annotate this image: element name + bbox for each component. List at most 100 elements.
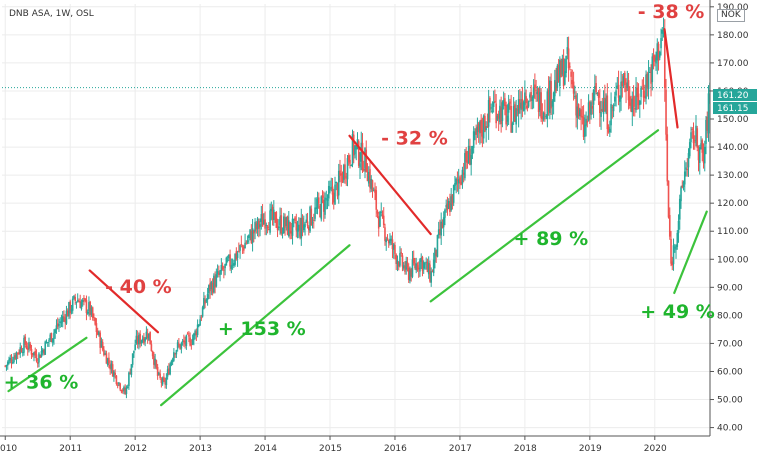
candle-body	[672, 245, 675, 265]
candle-body	[454, 183, 456, 186]
uptrend-line	[429, 129, 660, 303]
candle-body	[480, 119, 482, 134]
candle-body	[66, 310, 69, 317]
candle-body	[83, 297, 85, 299]
candle-body	[455, 178, 457, 185]
candle-body	[686, 168, 689, 170]
candle-body	[696, 128, 699, 148]
candle-body	[490, 107, 492, 109]
candle-body	[637, 93, 640, 106]
candle-body	[274, 212, 276, 214]
candle-body	[53, 332, 55, 339]
candle-body	[505, 104, 507, 125]
candle-body	[680, 187, 682, 202]
candle-body	[234, 253, 236, 265]
candle-body	[336, 183, 339, 197]
candle-body	[186, 333, 189, 335]
candle-body	[615, 90, 617, 96]
symbol-title: DNB ASA, 1W, OSL	[9, 9, 94, 19]
candle-body	[627, 80, 630, 101]
candle-body	[307, 226, 310, 231]
prev-price-tag	[713, 102, 757, 114]
candle-body	[99, 332, 101, 348]
candle-body	[701, 140, 704, 153]
candle-body	[599, 101, 601, 114]
candle-body	[29, 343, 32, 349]
candle-body	[426, 261, 429, 273]
candle-body	[430, 271, 432, 283]
candle-body	[334, 184, 336, 205]
candle-body	[310, 208, 313, 226]
y-tick-label: 130.00	[717, 171, 749, 181]
candle-body	[539, 92, 541, 111]
candle-body	[263, 219, 265, 225]
candle-body	[199, 319, 201, 326]
candle-body	[643, 95, 646, 99]
candle-body	[482, 115, 485, 139]
last-price-value: 161.20	[717, 91, 749, 101]
candle-body	[9, 357, 12, 361]
y-tick-label: 110.00	[717, 227, 749, 237]
drop-label: - 38 %	[638, 1, 705, 23]
candle-body	[506, 115, 509, 122]
candle-body	[324, 197, 326, 215]
candle-body	[317, 197, 320, 204]
candle-body	[419, 259, 421, 272]
candle-body	[244, 242, 246, 249]
candle-body	[51, 338, 54, 343]
candle-body	[705, 119, 707, 144]
gain-label: + 49 %	[640, 301, 715, 323]
candle-body	[8, 359, 10, 364]
candle-body	[236, 253, 239, 258]
candle-body	[619, 95, 621, 102]
candle-body	[161, 378, 164, 385]
candle-body	[431, 271, 434, 273]
candle-body	[140, 340, 143, 344]
candle-body	[357, 141, 360, 166]
x-tick-label: 2017	[449, 444, 472, 454]
candle-body	[355, 144, 358, 150]
candle-body	[436, 235, 439, 257]
candle-body	[173, 352, 175, 361]
candle-body	[194, 330, 196, 336]
uptrend-line	[673, 210, 708, 295]
candle-body	[61, 316, 64, 322]
gain-label: + 36 %	[4, 371, 79, 393]
candle-body	[402, 265, 405, 269]
candle-body	[331, 186, 334, 195]
candle-body	[21, 352, 24, 354]
candle-body	[340, 173, 343, 176]
candle-body	[614, 96, 616, 102]
candle-body	[452, 185, 455, 203]
candle-body	[88, 302, 90, 312]
candle-body	[36, 362, 39, 364]
candle-body	[629, 96, 631, 106]
candle-body	[148, 333, 150, 340]
candle-body	[354, 146, 356, 155]
candle-body	[20, 348, 23, 353]
candle-body	[38, 353, 40, 363]
candle-body	[144, 338, 146, 342]
candle-body	[238, 250, 240, 252]
candle-body	[287, 220, 290, 237]
candle-body	[501, 102, 504, 122]
candle-body	[49, 334, 52, 340]
candle-body	[95, 323, 98, 333]
candle-body	[394, 245, 396, 254]
candle-body	[547, 89, 550, 112]
candle-body	[13, 356, 15, 363]
candle-body	[497, 113, 500, 119]
currency-badge[interactable]: NOK	[717, 9, 745, 22]
candle-body	[559, 60, 561, 86]
candle-body	[135, 335, 138, 344]
candle-body	[663, 32, 666, 88]
candle-body	[446, 203, 449, 211]
candle-body	[647, 73, 650, 90]
candle-body	[188, 335, 190, 337]
candle-body	[268, 229, 270, 231]
candle-body	[364, 147, 366, 169]
uptrend-line	[160, 244, 351, 407]
candle-body	[180, 342, 183, 349]
candle-body	[213, 275, 215, 293]
